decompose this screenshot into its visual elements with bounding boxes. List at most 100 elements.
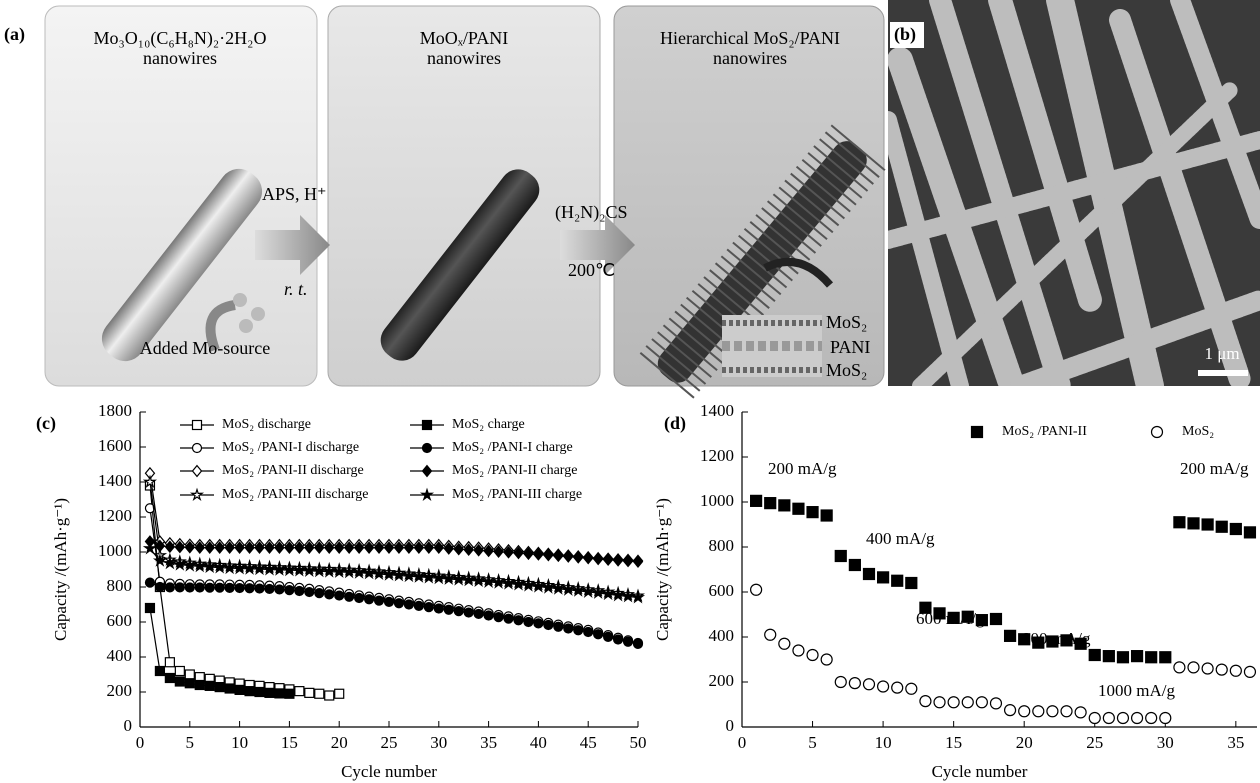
marker — [564, 624, 573, 633]
marker — [434, 604, 443, 613]
marker — [584, 627, 593, 636]
marker — [185, 670, 194, 679]
marker — [1230, 524, 1241, 535]
marker — [1244, 527, 1255, 538]
legend-label: MoS₂ charge — [452, 417, 525, 432]
condition: 200℃ — [568, 260, 615, 280]
marker — [454, 607, 463, 616]
schematic: (a) Mo₃O₁₀(C₆H₈N)₂·2H₂O nanowires MoOₓ/P… — [4, 6, 884, 388]
x-tick-label: 5 — [186, 733, 195, 752]
marker — [255, 584, 264, 593]
marker — [604, 632, 613, 641]
step-label: nanowires — [143, 48, 217, 68]
x-tick-label: 25 — [1086, 733, 1103, 752]
marker — [793, 503, 804, 514]
marker — [195, 681, 204, 690]
marker — [849, 678, 860, 689]
marker — [1244, 666, 1255, 677]
condition: (H₂N)₂CS — [555, 202, 628, 223]
marker — [534, 619, 543, 628]
marker — [976, 697, 987, 708]
marker — [614, 635, 623, 644]
marker — [325, 691, 334, 700]
marker — [1188, 662, 1199, 673]
marker — [285, 586, 294, 595]
marker — [1089, 650, 1100, 661]
marker — [305, 588, 314, 597]
marker — [604, 554, 613, 565]
marker — [765, 498, 776, 509]
marker — [1202, 663, 1213, 674]
marker — [544, 620, 553, 629]
marker — [564, 551, 573, 562]
marker — [175, 667, 184, 676]
source-label: Added Mo-source — [140, 338, 270, 358]
y-tick-label: 1200 — [98, 506, 132, 525]
y-tick-label: 200 — [107, 681, 133, 700]
marker — [1132, 713, 1143, 724]
marker — [275, 689, 284, 698]
y-tick-label: 200 — [709, 671, 735, 690]
marker — [245, 687, 254, 696]
marker — [765, 629, 776, 640]
x-tick-label: 30 — [1157, 733, 1174, 752]
marker — [335, 591, 344, 600]
x-tick-label: 10 — [231, 733, 248, 752]
marker — [185, 679, 194, 688]
marker — [404, 600, 413, 609]
marker — [863, 679, 874, 690]
step-formula: Mo₃O₁₀(C₆H₈N)₂·2H₂O — [94, 28, 267, 49]
marker — [265, 688, 274, 697]
marker — [315, 689, 324, 698]
y-tick-label: 800 — [709, 536, 735, 555]
y-axis-title: Capacity /(mAh·g⁻¹) — [51, 498, 70, 641]
marker — [574, 552, 583, 563]
marker — [990, 614, 1001, 625]
marker — [225, 583, 234, 592]
marker — [779, 500, 790, 511]
marker — [514, 616, 523, 625]
annotation: 400 mA/g — [866, 529, 935, 548]
marker — [145, 578, 154, 587]
annotation: 800 mA/g — [1022, 629, 1091, 648]
marker — [1146, 713, 1157, 724]
marker — [779, 638, 790, 649]
marker — [325, 590, 334, 599]
marker — [751, 584, 762, 595]
x-tick-label: 20 — [1016, 733, 1033, 752]
legend-marker — [423, 421, 432, 430]
panel-label: (b) — [894, 24, 916, 45]
scale-bar — [1198, 370, 1248, 376]
y-tick-label: 1400 — [700, 401, 734, 420]
step-formula: Hierarchical MoS₂/PANI — [660, 28, 840, 48]
panel-label: (d) — [664, 413, 686, 434]
particle — [239, 319, 253, 333]
legend-marker — [423, 466, 432, 477]
marker — [1174, 517, 1185, 528]
step-label: nanowires — [427, 48, 501, 68]
legend-marker — [422, 490, 432, 500]
marker — [165, 583, 174, 592]
marker — [215, 683, 224, 692]
marker — [265, 584, 274, 593]
x-tick-label: 10 — [875, 733, 892, 752]
legend-marker — [423, 444, 432, 453]
marker — [295, 687, 304, 696]
marker — [751, 495, 762, 506]
marker — [365, 595, 374, 604]
marker — [807, 507, 818, 518]
y-tick-label: 400 — [709, 626, 735, 645]
marker — [1188, 518, 1199, 529]
y-tick-label: 0 — [124, 716, 133, 735]
legend-marker — [193, 421, 202, 430]
marker — [892, 682, 903, 693]
annotation: 1000 mA/g — [1098, 681, 1175, 700]
y-tick-label: 1000 — [700, 491, 734, 510]
legend-marker — [193, 444, 202, 453]
x-tick-label: 0 — [738, 733, 747, 752]
x-tick-label: 50 — [630, 733, 647, 752]
x-tick-label: 40 — [530, 733, 547, 752]
x-tick-label: 35 — [1227, 733, 1244, 752]
marker — [624, 637, 633, 646]
x-tick-label: 15 — [281, 733, 298, 752]
